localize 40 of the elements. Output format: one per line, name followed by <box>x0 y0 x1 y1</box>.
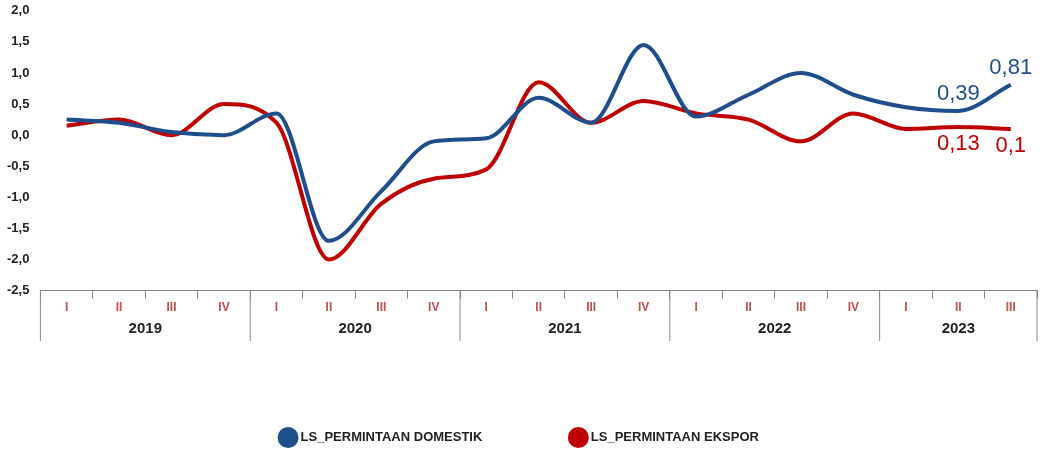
y-tick-label: 0,5 <box>11 95 30 111</box>
x-tick-label: I <box>274 300 279 315</box>
x-tick-label: III <box>1005 300 1016 315</box>
y-tick-label: 1,0 <box>11 64 30 80</box>
x-tick-label: II <box>745 300 752 315</box>
x-tick-label: III <box>586 300 597 315</box>
x-tick-label: III <box>795 300 806 315</box>
legend-label: LS_PERMINTAAN EKSPOR <box>590 429 760 445</box>
text: 2022 <box>758 319 792 337</box>
x-tick-label: II <box>325 300 333 315</box>
y-tick-label: -2,5 <box>6 282 30 298</box>
x-tick-label: IV <box>428 300 440 315</box>
y-tick-label: 0,0 <box>11 126 30 142</box>
x-tick-label: I <box>484 300 488 315</box>
legend-label: LS_PERMINTAAN DOMESTIK <box>300 429 483 445</box>
text: 2019 <box>128 319 162 337</box>
y-tick-label: 2,0 <box>11 2 30 18</box>
data-label: 0,1 <box>995 132 1027 157</box>
x-tick-label: IV <box>847 300 860 315</box>
text: 2020 <box>338 319 372 337</box>
x-tick-label: III <box>166 300 177 315</box>
y-tick-label: -0,5 <box>6 157 30 173</box>
data-label: 0,81 <box>989 53 1033 79</box>
x-tick-label: II <box>535 300 543 315</box>
data-label: 0,39 <box>936 79 980 105</box>
y-tick-label: -1,5 <box>6 220 30 235</box>
y-tick-label: 1,5 <box>11 33 30 49</box>
y-tick-label: -1,0 <box>6 188 30 204</box>
x-tick-label: IV <box>637 300 650 315</box>
x-tick-label: III <box>376 300 387 315</box>
x-tick-label: I <box>64 300 69 315</box>
text: 2021 <box>548 319 582 337</box>
x-tick-label: II <box>115 300 123 315</box>
x-tick-label: I <box>694 300 698 315</box>
x-tick-label: I <box>904 300 908 315</box>
x-tick-label: II <box>954 300 962 315</box>
x-tick-label: IV <box>218 300 230 315</box>
y-tick-label: -2,0 <box>6 251 30 267</box>
text: 2023 <box>941 319 976 337</box>
data-label: 0,13 <box>936 130 980 156</box>
